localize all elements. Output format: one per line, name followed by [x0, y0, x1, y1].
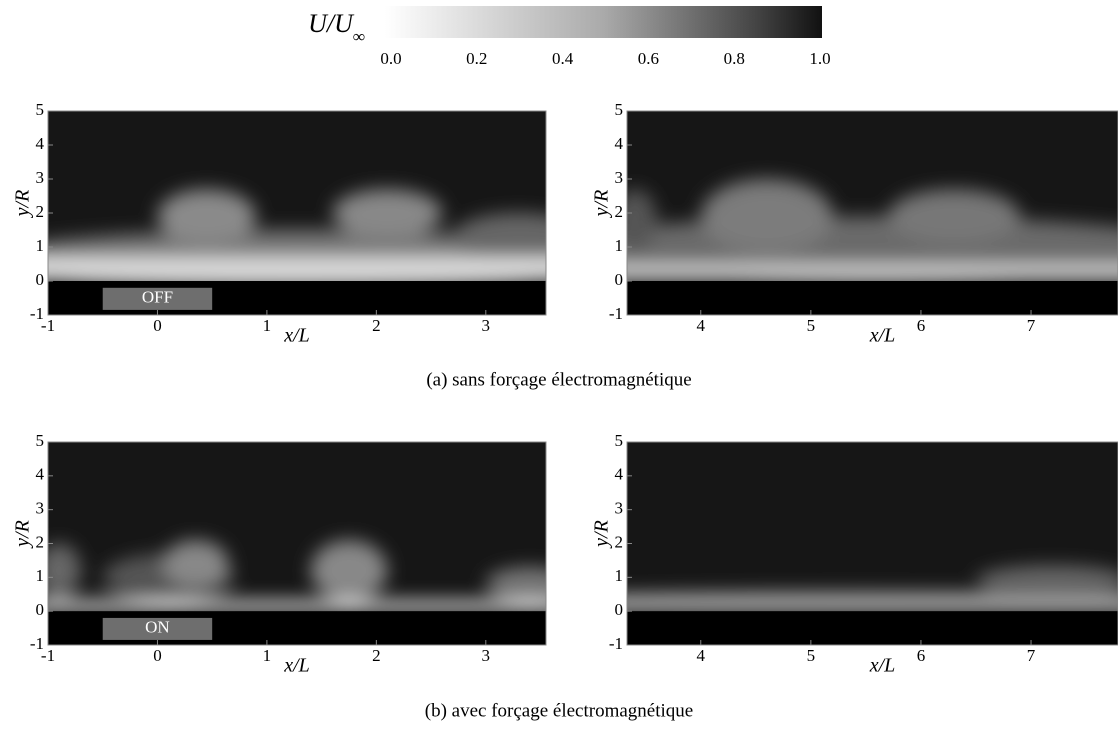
y-tick-label: 3: [36, 499, 45, 518]
colorbar-tick-label: 0.6: [638, 49, 659, 68]
y-tick-label: 5: [615, 100, 624, 119]
y-tick-label: 0: [615, 270, 624, 289]
y-tick-label: 3: [36, 168, 45, 187]
x-tick-label: 4: [697, 316, 706, 335]
field: [48, 189, 546, 292]
colorbar-tick-label: 0.2: [466, 49, 487, 68]
heatmap: [627, 442, 1118, 645]
field-blob: [627, 189, 657, 251]
y-axis-label: y/R: [12, 190, 34, 219]
y-tick-label: 5: [36, 100, 45, 119]
field-blob: [700, 179, 833, 254]
colorbar: [385, 6, 822, 38]
y-tick-label: 2: [615, 202, 624, 221]
x-axis-label: x/L: [869, 325, 896, 347]
x-axis-label: x/L: [283, 325, 310, 347]
x-tick-label: 6: [917, 646, 926, 665]
y-tick-label: 0: [36, 600, 45, 619]
y-axis-label: y/R: [591, 520, 613, 549]
heatmap: [627, 111, 1118, 315]
y-tick-label: 4: [36, 465, 45, 484]
field-blob: [485, 567, 546, 602]
x-tick-label: 7: [1027, 646, 1036, 665]
wall: [627, 281, 1118, 315]
y-tick-label: 5: [615, 431, 624, 450]
colorbar-tick-label: 0.4: [552, 49, 574, 68]
caption: (b) avec forçage électromagnétique: [425, 700, 693, 721]
x-tick-label: 3: [482, 316, 491, 335]
y-tick-label: -1: [30, 304, 44, 323]
field-blob: [310, 540, 388, 602]
x-tick-label: 7: [1027, 316, 1036, 335]
colorbar-tick-label: 1.0: [809, 49, 830, 68]
y-tick-label: 3: [615, 499, 624, 518]
y-axis-label: y/R: [591, 190, 613, 219]
colorbar-tick-label: 0.8: [724, 49, 745, 68]
x-tick-label: 0: [153, 646, 162, 665]
y-tick-label: 5: [36, 431, 45, 450]
field-blob: [332, 189, 443, 237]
state-label: ON: [145, 618, 170, 637]
state-box: [102, 617, 213, 640]
x-tick-label: -1: [41, 316, 55, 335]
x-tick-label: 1: [263, 646, 272, 665]
x-tick-label: -1: [41, 646, 55, 665]
field-blob: [157, 189, 256, 244]
near-wall-band: [627, 599, 1118, 612]
y-tick-label: 3: [615, 168, 624, 187]
x-tick-label: 3: [482, 646, 491, 665]
x-axis-label: x/L: [869, 655, 896, 677]
x-tick-label: 0: [153, 316, 162, 335]
x-tick-label: 6: [917, 316, 926, 335]
y-tick-label: -1: [609, 634, 623, 653]
state-label: OFF: [142, 288, 173, 307]
y-tick-label: 4: [36, 134, 45, 153]
y-tick-label: 0: [615, 600, 624, 619]
field-blob: [162, 540, 229, 588]
x-tick-label: 5: [807, 316, 816, 335]
y-tick-label: 2: [615, 532, 624, 551]
field: [627, 179, 1118, 285]
field: [627, 565, 1118, 612]
y-tick-label: -1: [609, 304, 623, 323]
y-tick-label: 1: [36, 566, 45, 585]
wall: [627, 611, 1118, 645]
near-wall-band: [48, 601, 546, 612]
y-tick-label: 0: [36, 270, 45, 289]
caption: (a) sans forçage électromagnétique: [426, 369, 691, 390]
y-tick-label: 4: [615, 134, 624, 153]
y-tick-label: 2: [36, 202, 45, 221]
colorbar-title: U/U∞: [308, 9, 365, 46]
y-tick-label: 2: [36, 532, 45, 551]
near-wall-band: [48, 257, 546, 281]
x-tick-label: 4: [697, 646, 706, 665]
x-tick-label: 2: [372, 316, 381, 335]
y-tick-label: -1: [30, 634, 44, 653]
x-tick-label: 1: [263, 316, 272, 335]
state-box: [102, 287, 213, 310]
near-wall-band: [627, 264, 1118, 281]
field-blob: [452, 213, 546, 261]
heatmap: [48, 442, 546, 645]
x-tick-label: 5: [807, 646, 816, 665]
y-tick-label: 1: [615, 566, 624, 585]
field-blob: [976, 565, 1118, 596]
y-tick-label: 1: [615, 236, 624, 255]
field: [48, 540, 546, 612]
y-axis-label: y/R: [12, 520, 34, 549]
colorbar-tick-label: 0.0: [380, 49, 401, 68]
field-blob: [887, 189, 1021, 244]
x-axis-label: x/L: [283, 655, 310, 677]
y-tick-label: 1: [36, 236, 45, 255]
field-blob: [48, 543, 81, 598]
y-tick-label: 4: [615, 465, 624, 484]
heatmap: [48, 111, 546, 315]
x-tick-label: 2: [372, 646, 381, 665]
